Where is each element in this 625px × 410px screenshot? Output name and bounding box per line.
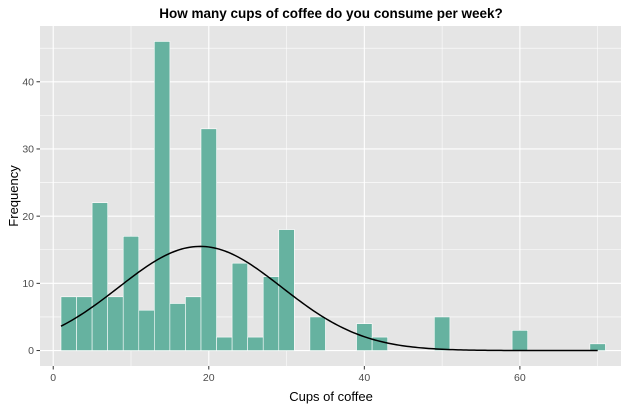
density-curve <box>60 245 598 352</box>
y-tick-label: 20 <box>22 211 34 223</box>
histogram-bar <box>154 41 171 351</box>
minor-gridlines <box>40 26 621 366</box>
histogram-bar <box>216 336 233 351</box>
histogram-bar <box>309 316 326 351</box>
x-axis-title: Cups of coffee <box>289 389 373 404</box>
x-tick-label: 20 <box>203 372 215 384</box>
y-tick-label: 10 <box>22 278 34 290</box>
y-tick-label: 0 <box>28 345 34 357</box>
y-tick-label: 40 <box>22 76 34 88</box>
histogram-bar <box>60 296 77 351</box>
histogram-bar <box>247 336 264 351</box>
x-tick-label: 60 <box>514 372 526 384</box>
histogram-bar <box>76 296 93 351</box>
y-axis-ticks: 0 10 20 30 40 <box>22 76 40 357</box>
histogram-bar <box>231 262 248 351</box>
histogram-bars <box>60 41 606 351</box>
x-tick-label: 0 <box>50 372 56 384</box>
histogram-bar <box>107 296 124 351</box>
histogram-bar <box>511 330 528 351</box>
histogram-bar <box>262 276 280 351</box>
y-axis-title: Frequency <box>6 165 21 227</box>
histogram-bar <box>91 202 108 351</box>
histogram-bar <box>122 236 140 351</box>
histogram-bar <box>200 128 217 351</box>
x-axis-ticks: 0 20 40 60 <box>50 366 526 384</box>
histogram-bar <box>434 316 451 351</box>
histogram-bar <box>185 296 202 351</box>
x-tick-label: 40 <box>358 372 370 384</box>
y-tick-label: 30 <box>22 144 34 156</box>
histogram-bar <box>138 309 155 351</box>
histogram-bar <box>589 343 606 351</box>
histogram-bar <box>169 303 186 351</box>
chart-title: How many cups of coffee do you consume p… <box>159 6 503 21</box>
